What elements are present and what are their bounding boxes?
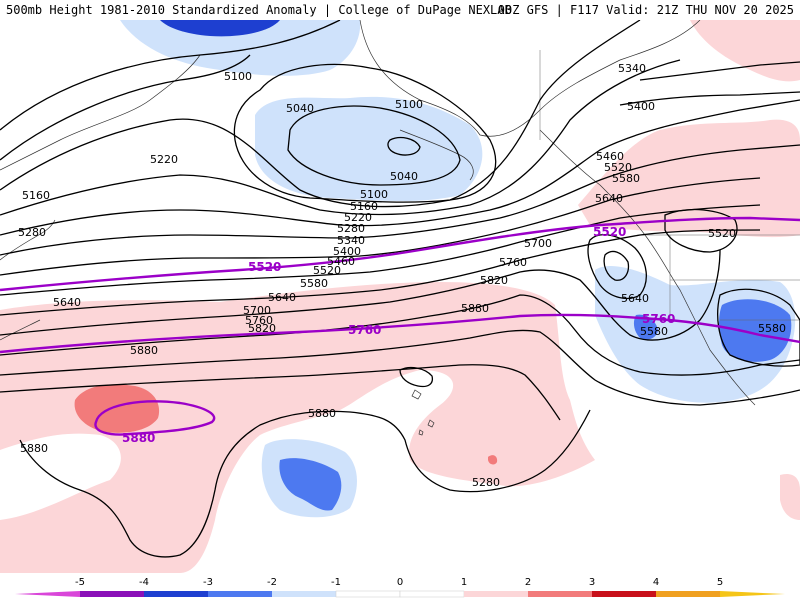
pos-anomaly-small <box>488 455 498 465</box>
colorbar-segment <box>208 591 272 597</box>
colorbar-segment <box>399 590 465 598</box>
anomaly-shading <box>0 20 800 573</box>
highlight-contour-label: 5760 <box>642 312 675 326</box>
contour-label: 5640 <box>621 292 649 305</box>
contour-label: 5100 <box>360 188 388 201</box>
model-run-info: 00Z GFS | F117 Valid: 21Z THU NOV 20 202… <box>497 3 794 17</box>
contour-label: 5880 <box>20 442 48 455</box>
colorbar-segment <box>272 591 336 597</box>
contour-label: 5880 <box>461 302 489 315</box>
contour-label: 5280 <box>18 226 46 239</box>
contour-label: 5340 <box>618 62 646 75</box>
contour-label: 5760 <box>499 256 527 269</box>
colorbar-segments <box>15 590 785 598</box>
colorbar-tick-label: 0 <box>397 577 403 588</box>
neg-anomaly-sw-dark-2 <box>633 314 658 340</box>
colorbar-tick-label: -5 <box>75 577 85 588</box>
contour-label: 5760 <box>245 314 273 327</box>
colorbar-segment <box>144 591 208 597</box>
borders <box>539 50 800 321</box>
colorbar-tick-label: -1 <box>331 577 341 588</box>
contour-label: 5160 <box>22 189 50 202</box>
colorbar-tick-label: 3 <box>589 577 595 588</box>
contour-label: 5100 <box>395 98 423 111</box>
highlight-contour-label: 5760 <box>348 323 381 337</box>
colorbar-segment <box>464 591 528 597</box>
contour-label: 5700 <box>243 304 271 317</box>
colorbar-segment <box>335 590 401 598</box>
colorbar-tick-label: 1 <box>461 577 467 588</box>
contour-label: 5520 <box>708 227 736 240</box>
colorbar-ticks: -5 -4 -3 -2 -1 0 1 2 3 4 5 <box>75 577 723 588</box>
contour-label: 5280 <box>472 476 500 489</box>
contour-label: 5580 <box>640 325 668 338</box>
contour-label: 5340 <box>337 234 365 247</box>
highlight-contour-label: 5520 <box>248 260 281 274</box>
contour-label: 5580 <box>612 172 640 185</box>
colorbar-segment <box>80 591 144 597</box>
colorbar-tick-label: 2 <box>525 577 531 588</box>
contour-label: 5580 <box>758 322 786 335</box>
header-bar: 500mb Height 1981-2010 Standardized Anom… <box>0 0 800 20</box>
colorbar-tick-label: -2 <box>267 577 277 588</box>
colorbar-tick-label: -4 <box>139 577 149 588</box>
contour-label: 5160 <box>350 200 378 213</box>
contour-label: 5220 <box>344 211 372 224</box>
map-title: 500mb Height 1981-2010 Standardized Anom… <box>6 3 512 17</box>
pos-anomaly-north-pacific <box>0 282 595 573</box>
colorbar-tick-label: -3 <box>203 577 213 588</box>
contour-label: 5640 <box>595 192 623 205</box>
highlight-contour-labels: 5520 5520 5760 5760 5880 <box>122 225 675 445</box>
neg-anomaly-sw-dark-1 <box>719 299 792 362</box>
contour-label: 5460 <box>596 150 624 163</box>
highlight-contour-label: 5520 <box>593 225 626 239</box>
contour-label: 5880 <box>308 407 336 420</box>
pos-anomaly-arctic <box>690 20 800 82</box>
contour-label: 5400 <box>333 245 361 258</box>
neg-anomaly-subtropical-dark <box>279 458 342 511</box>
neg-anomaly-north <box>120 20 361 76</box>
colorbar-cap-left <box>15 591 80 597</box>
contour-label: 5640 <box>53 296 81 309</box>
contour-label: 5040 <box>286 102 314 115</box>
colorbar: -5 -4 -3 -2 -1 0 1 2 3 4 5 <box>0 573 800 600</box>
contour-label: 5040 <box>390 170 418 183</box>
colorbar-segment <box>592 591 656 597</box>
colorbar-tick-label: 5 <box>717 577 723 588</box>
highlight-contours <box>0 216 800 436</box>
map-canvas: 5100 5040 5100 5040 5220 5160 5100 5160 … <box>0 20 800 573</box>
contour-label: 5880 <box>130 344 158 357</box>
contour-label: 5100 <box>224 70 252 83</box>
contour-label: 5520 <box>604 161 632 174</box>
contour-label: 5580 <box>300 277 328 290</box>
neg-anomaly-north-dark <box>160 20 280 37</box>
pos-anomaly-east <box>780 473 800 520</box>
height-contours <box>0 20 800 558</box>
contour-label: 5820 <box>480 274 508 287</box>
contour-label: 5280 <box>337 222 365 235</box>
colorbar-cap-right <box>720 591 785 597</box>
contour-label: 5640 <box>268 291 296 304</box>
colorbar-segment <box>656 591 720 597</box>
coastlines <box>0 20 756 436</box>
contour-label: 5520 <box>313 264 341 277</box>
highlight-contour-label: 5880 <box>122 431 155 445</box>
contour-label: 5460 <box>327 255 355 268</box>
colorbar-tick-label: 4 <box>653 577 659 588</box>
colorbar-svg: -5 -4 -3 -2 -1 0 1 2 3 4 5 <box>15 577 785 598</box>
contour-label: 5820 <box>248 322 276 335</box>
contour-labels: 5100 5040 5100 5040 5220 5160 5100 5160 … <box>18 62 786 489</box>
map-area: 5100 5040 5100 5040 5220 5160 5100 5160 … <box>0 20 800 573</box>
colorbar-segment <box>528 591 592 597</box>
contour-label: 5220 <box>150 153 178 166</box>
contour-label: 5700 <box>524 237 552 250</box>
contour-label: 5400 <box>627 100 655 113</box>
